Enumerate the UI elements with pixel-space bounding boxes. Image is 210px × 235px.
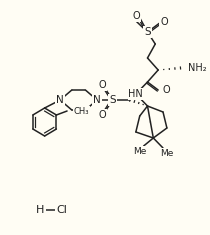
Text: Cl: Cl <box>56 205 67 215</box>
Text: NH₂: NH₂ <box>188 63 207 73</box>
Text: Me: Me <box>160 149 174 157</box>
Text: HN: HN <box>129 89 143 99</box>
Text: O: O <box>132 11 140 21</box>
Text: S: S <box>109 95 116 105</box>
Text: O: O <box>160 17 168 27</box>
Text: S: S <box>144 27 151 37</box>
Text: N: N <box>93 95 101 105</box>
Text: O: O <box>98 110 106 120</box>
Text: H: H <box>36 205 45 215</box>
Text: N: N <box>56 95 64 105</box>
Text: Me: Me <box>133 146 146 156</box>
Text: O: O <box>162 85 170 95</box>
Text: CH₃: CH₃ <box>74 106 89 115</box>
Text: O: O <box>98 80 106 90</box>
Text: N: N <box>93 95 101 105</box>
